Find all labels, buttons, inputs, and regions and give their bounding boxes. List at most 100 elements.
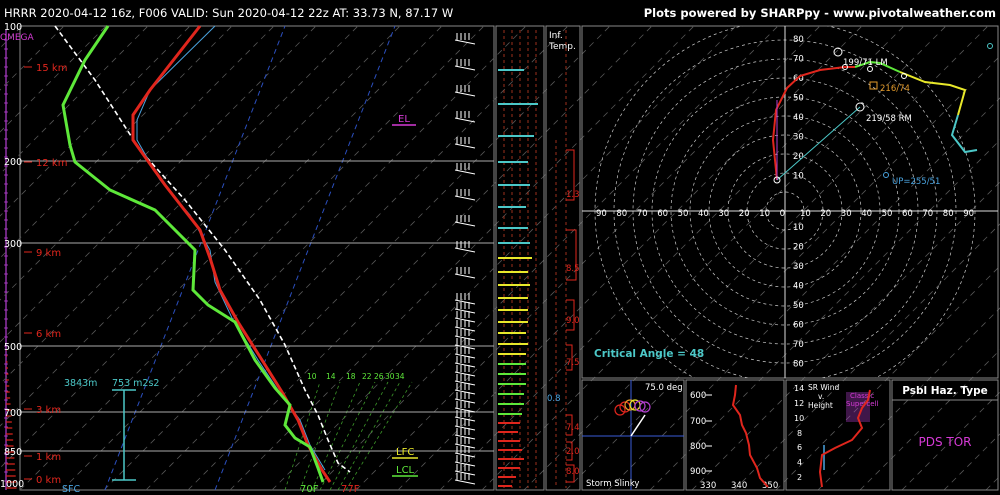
theta-e-y-labels: 600 700 800 900 [690,391,706,477]
wind-barb [454,320,476,332]
svg-text:2.0: 2.0 [566,447,580,457]
down-marker [987,43,993,49]
classic-supercell-label-1: Classic [850,392,874,400]
theta-e-trace [731,384,769,488]
hodograph-trace-cyan [950,114,978,154]
svg-text:800: 800 [690,442,706,452]
svg-text:18: 18 [346,372,356,381]
hodo-y-label: 80 [793,35,804,45]
sfc-label: SFC [62,484,80,495]
svg-text:340: 340 [731,481,747,491]
isotherm-line [0,25,149,175]
adiabat-line [214,25,396,491]
lcl-label: LCL [396,465,415,476]
height-label-1km: 1 km [36,452,61,463]
wind-barb [454,215,476,227]
sfc-temperature: 77F [341,484,360,495]
inflow-bars [498,69,538,487]
svg-text:700: 700 [690,417,706,427]
svg-text:350: 350 [762,481,778,491]
pressure-label-850: 850 [4,447,22,458]
omega-label: OMEGA [0,33,35,43]
classic-supercell-label-2: Supercell [846,400,878,408]
hodograph-axis-labels: 80 70 60 50 40 30 20 10 10 20 30 40 50 60 70 80 90 80 70 60… [596,35,974,370]
mixing-ratio-labels: 10 14 18 22 26 30 34 [307,372,405,381]
hodo-x-label: 60 [902,209,913,219]
hodo-x-label: 50 [678,209,689,219]
wind-barb [454,111,476,123]
isotherm-line [481,25,947,491]
height-label-3km: 3 km [36,405,61,416]
up-label: UP=255/51 [892,177,940,187]
svg-text:8: 8 [797,429,802,438]
hodo-y-label: 40 [793,113,804,123]
pressure-labels: 100 200 300 500 700 850 1000 [0,22,24,490]
pressure-label-300: 300 [4,239,22,250]
hodo-x-label: 10 [800,209,811,219]
svg-text:8.5: 8.5 [566,264,580,274]
hodo-y-label: 30 [793,133,804,143]
height-labels: 15 km 12 km 9 km 6 km 3 km 1 km 0 km [36,63,67,486]
wind-barbs [454,33,476,485]
pressure-label-1000: 1000 [0,479,24,490]
hodo-x-label: 90 [963,209,974,219]
svg-text:30: 30 [385,372,395,381]
svg-text:2: 2 [797,473,802,482]
lapse-segments [566,149,577,483]
hodo-y-label: 70 [793,55,804,65]
rm-marker [855,102,865,112]
hodo-x-label: 50 [882,209,893,219]
hodo-x-label: 60 [657,209,668,219]
isotherm-line [19,25,485,491]
hodo-y-label-neg: 20 [793,243,804,253]
hodo-x-label: 80 [616,209,627,219]
parcel-trace [54,25,351,473]
svg-text:330: 330 [700,481,716,491]
hodo-x-label: 40 [861,209,872,219]
adiabat-line [104,25,286,491]
pressure-lines [20,160,494,452]
hodo-y-label-neg: 70 [793,340,804,350]
height-label-9km: 9 km [36,248,61,259]
theta-e-x-labels: 330 340 350 [700,481,778,491]
svg-text:4: 4 [797,458,802,467]
hodo-x-label: 80 [943,209,954,219]
isotherm-line [817,307,1000,491]
lm-marker [833,47,843,57]
hodo-y-label: 20 [793,152,804,162]
sr-wind-title-3: Height [808,401,833,410]
hodograph-panel: 80 70 60 50 40 30 20 10 10 20 30 40 50 60 70 80 90 80 70 60… [581,25,999,379]
svg-text:1.3: 1.3 [566,190,580,200]
hodo-y-label-neg: 60 [793,321,804,331]
wind-barb [454,33,476,45]
isotherm-line [859,349,1000,491]
lm-label: 199/71 LM [843,58,888,68]
omega-ticks [4,39,17,489]
svg-text:14: 14 [326,372,336,381]
temperature-trace [131,25,332,483]
svg-text:22: 22 [362,372,372,381]
isotherm-line [943,433,1000,491]
hodo-x-label: 30 [841,209,852,219]
wind-barb [454,401,476,413]
eff-inflow-srh: 753 m2s2 [112,378,159,389]
hodo-y-label-neg: 50 [793,301,804,311]
isotherm-line [0,25,191,217]
hodograph-trace-red [771,66,855,181]
mixing-ratio-line [284,381,321,491]
slinky-vector [630,414,646,437]
adiabat-lines [104,25,396,491]
height-label-15km: 15 km [36,63,67,74]
hodo-x-label: 40 [698,209,709,219]
hodo-y-label-neg: 30 [793,262,804,272]
el-label: EL [398,114,410,125]
height-label-6km: 6 km [36,329,61,340]
wind-barb [454,241,476,253]
mixing-ratio-line [299,381,341,491]
svg-text:26: 26 [374,372,384,381]
height-label-0km: 0 km [36,475,61,486]
eff-inflow-top: 3843m [64,378,97,389]
hodo-y-label: 50 [793,94,804,104]
hodo-x-label: 70 [922,209,933,219]
lapse-values: 1.3 8.5 9.0 7.5 7.4 2.0 8.0 [566,190,580,477]
